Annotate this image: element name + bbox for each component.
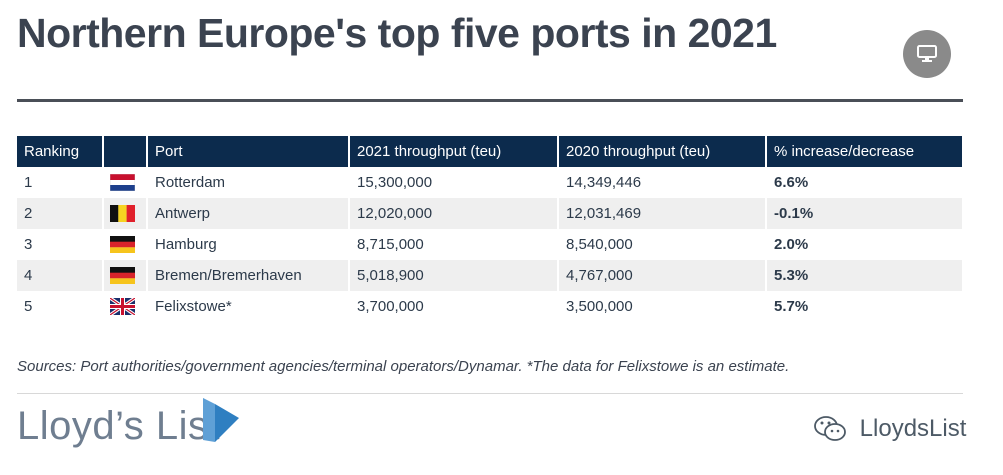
throughput-2021-cell: 3,700,000	[349, 291, 559, 322]
throughput-2021-cell: 15,300,000	[349, 167, 559, 198]
flag-cell	[103, 291, 148, 322]
change-cell: -0.1%	[766, 198, 962, 229]
footer-divider	[17, 393, 963, 394]
page-title: Northern Europe's top five ports in 2021	[17, 10, 777, 56]
change-cell: 2.0%	[774, 236, 809, 253]
throughput-2021-cell: 8,715,000	[349, 229, 559, 260]
column-header-change: % increase/decrease	[766, 136, 962, 167]
column-header-port: Port	[147, 136, 350, 167]
throughput-2020-cell: 4,767,000	[558, 260, 767, 291]
lloyds-list-logo-icon	[203, 398, 239, 442]
lloyds-list-logo-text: Lloyd’s List	[17, 404, 221, 448]
throughput-2020-cell: 14,349,446	[558, 167, 767, 198]
throughput-2021-cell: 5,018,900	[349, 260, 559, 291]
rank-cell: 5	[17, 291, 104, 322]
flag-cell	[103, 260, 148, 291]
rank-cell: 1	[17, 167, 104, 198]
germany-flag-icon	[110, 267, 135, 285]
change-cell: 5.7%	[774, 298, 809, 315]
table-row: 2 Antwerp 12,020,000 12,031,469 -0.1%	[17, 198, 962, 229]
port-cell: Hamburg	[147, 229, 350, 260]
display-button[interactable]	[903, 30, 951, 78]
wechat-watermark: LloydsList	[813, 414, 966, 444]
sources-note: Sources: Port authorities/government age…	[17, 358, 790, 375]
column-header-flag	[103, 136, 148, 167]
ports-table: Ranking Port 2021 throughput (teu) 2020 …	[17, 136, 962, 322]
netherlands-flag-icon	[110, 174, 135, 192]
monitor-icon	[917, 45, 937, 62]
throughput-2020-cell: 3,500,000	[558, 291, 767, 322]
flag-cell	[103, 198, 148, 229]
column-header-2021: 2021 throughput (teu)	[349, 136, 559, 167]
change-cell: 5.3%	[766, 260, 962, 291]
flag-cell	[103, 229, 148, 260]
throughput-2020-cell: 12,031,469	[558, 198, 767, 229]
column-header-ranking: Ranking	[17, 136, 104, 167]
table-row: 3 Hamburg 8,715,000 8,540,000 2.0%	[17, 229, 962, 260]
change-cell: 6.6%	[774, 174, 809, 191]
column-header-2020: 2020 throughput (teu)	[558, 136, 767, 167]
flag-cell	[103, 167, 148, 198]
wechat-account-name: LloydsList	[859, 415, 967, 442]
port-cell: Antwerp	[147, 198, 350, 229]
title-divider	[17, 99, 963, 102]
port-cell: Felixstowe*	[147, 291, 350, 322]
throughput-2021-cell: 12,020,000	[349, 198, 559, 229]
table-row: 4 Bremen/Bremerhaven 5,018,900 4,767,000…	[17, 260, 962, 291]
port-cell: Rotterdam	[147, 167, 350, 198]
table-row: 5 Felixstowe* 3,700,000 3,500,000 5.7%	[17, 291, 962, 322]
rank-cell: 3	[17, 229, 104, 260]
table-header-row: Ranking Port 2021 throughput (teu) 2020 …	[17, 136, 962, 167]
wechat-icon	[814, 416, 846, 441]
port-cell: Bremen/Bremerhaven	[147, 260, 350, 291]
rank-cell: 2	[17, 198, 104, 229]
germany-flag-icon	[110, 236, 135, 254]
rank-cell: 4	[17, 260, 104, 291]
throughput-2020-cell: 8,540,000	[558, 229, 767, 260]
table-row: 1 Rotterdam 15,300,000 14,349,446 6.6%	[17, 167, 962, 198]
belgium-flag-icon	[110, 205, 135, 223]
uk-flag-icon	[110, 298, 135, 316]
